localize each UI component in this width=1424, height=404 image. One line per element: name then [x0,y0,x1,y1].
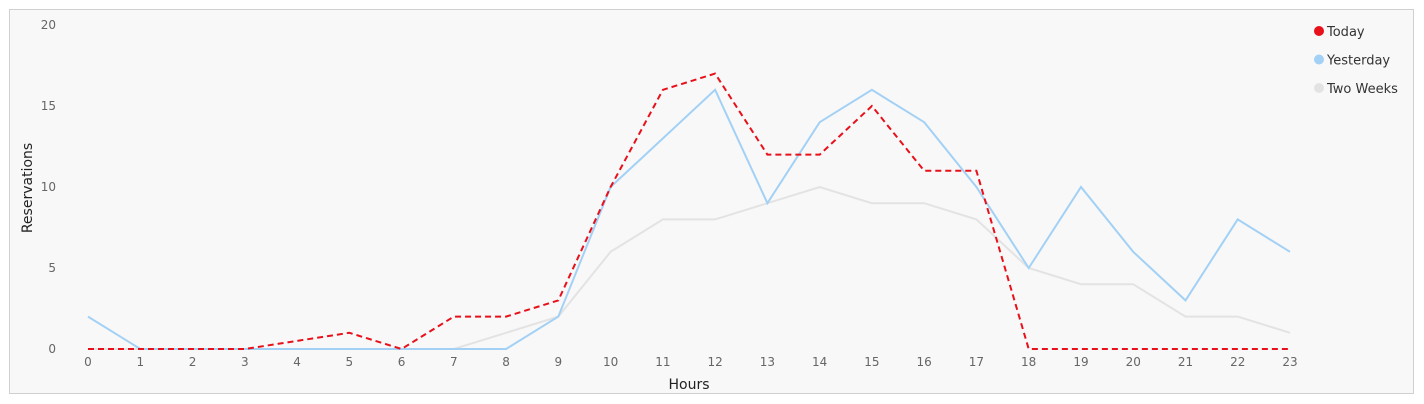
y-tick-label: 10 [41,180,56,194]
x-tick-label: 22 [1230,355,1245,369]
x-tick-label: 14 [812,355,827,369]
x-tick-label: 7 [450,355,458,369]
x-tick-label: 20 [1126,355,1141,369]
x-tick-label: 12 [707,355,722,369]
x-tick-label: 23 [1282,355,1297,369]
series-line-yesterday[interactable] [87,88,1291,350]
x-tick-label: 21 [1178,355,1193,369]
legend-marker-today [1314,26,1324,36]
x-tick-label: 10 [603,355,618,369]
x-tick-label: 17 [969,355,984,369]
x-tick-label: 16 [917,355,932,369]
legend-item-today[interactable]: Today [1314,25,1365,40]
legend-item-yesterday[interactable]: Yesterday [1314,54,1390,69]
legend-item-two-weeks[interactable]: Two Weeks [1314,82,1398,97]
x-tick-label: 1 [136,355,144,369]
y-tick-label: 15 [41,99,56,113]
y-tick-label: 5 [48,261,56,275]
x-tick-label: 0 [84,355,92,369]
x-tick-label: 11 [655,355,670,369]
legend-label-two-weeks: Two Weeks [1326,82,1398,97]
series-line-today[interactable] [88,72,1290,351]
x-tick-label: 5 [345,355,353,369]
y-tick-label: 0 [48,342,56,356]
x-tick-label: 18 [1021,355,1036,369]
x-tick-label: 3 [241,355,249,369]
series-layer [87,72,1291,351]
legend-marker-yesterday [1314,54,1324,65]
legend-label-today: Today [1326,25,1365,40]
x-tick-label: 13 [760,355,775,369]
series-line-two-weeks[interactable] [88,185,1291,350]
x-tick-label: 9 [555,355,563,369]
legend-label-yesterday: Yesterday [1326,54,1390,69]
x-tick-label: 2 [189,355,197,369]
x-tick-label: 4 [293,355,301,369]
legend[interactable]: Today Yesterday Two Weeks [1314,25,1398,97]
x-tick-label: 19 [1073,355,1088,369]
y-axis-title: Reservations [20,143,36,233]
y-tick-label: 20 [41,18,56,32]
x-axis-title: Hours [668,377,709,393]
x-tick-label: 15 [864,355,879,369]
legend-marker-two-weeks [1314,83,1324,93]
y-axis-ticks: 0 5 10 15 20 [41,18,56,356]
x-tick-label: 8 [502,355,510,369]
x-axis-ticks: 0 1 2 3 4 5 6 7 8 9 10 11 12 13 14 15 16 17 18 19 20 21 22 23 [84,355,1297,369]
x-tick-label: 6 [398,355,406,369]
chart-frame [9,9,1414,394]
